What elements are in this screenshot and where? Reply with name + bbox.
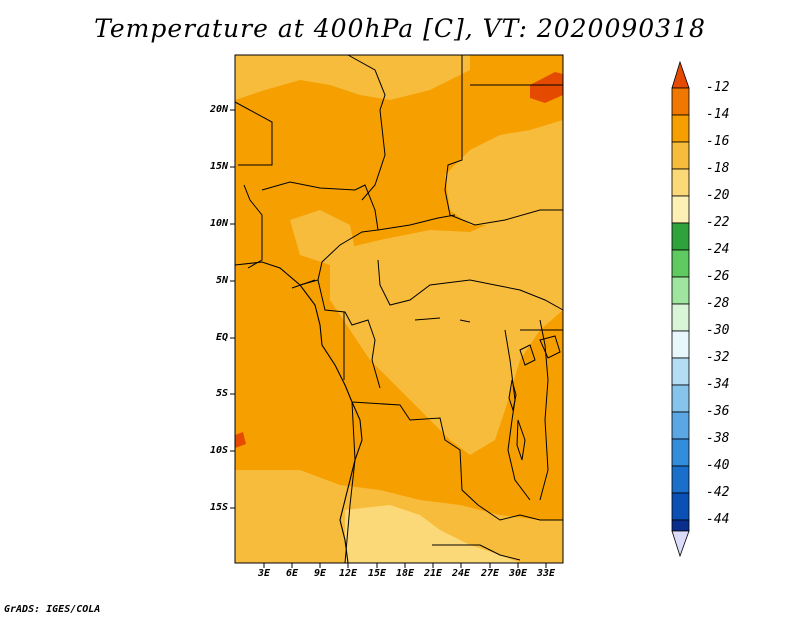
lat-label: 10S (209, 445, 228, 456)
lat-label: 10N (209, 218, 228, 229)
colorbar-swatch (671, 87, 690, 116)
lat-label: 15S (209, 502, 228, 513)
colorbar-label: -20 (706, 188, 730, 203)
colorbar-swatch (671, 384, 690, 413)
colorbar-label: -38 (706, 431, 730, 446)
colorbar-swatch (671, 195, 690, 224)
map-panel (234, 54, 564, 564)
map-title: Temperature at 400hPa [C], VT: 202009031… (94, 14, 706, 43)
lon-label: 30E (508, 568, 528, 579)
field-region-central (330, 190, 563, 455)
colorbar-swatch (671, 141, 690, 170)
lon-label: 15E (367, 568, 387, 579)
lon-label: 27E (480, 568, 500, 579)
colorbar-label: -44 (706, 512, 730, 527)
colorbar-swatch (671, 222, 690, 251)
lon-label: 9E (313, 568, 327, 579)
colorbar-label: -36 (706, 404, 730, 419)
colorbar-swatch (671, 168, 690, 197)
colorbar-label: -42 (706, 485, 730, 500)
lat-label: 5N (215, 275, 228, 286)
colorbar-label: -14 (706, 107, 730, 122)
lat-label: 5S (215, 388, 228, 399)
field-region-north (235, 55, 470, 100)
lon-label: 3E (257, 568, 271, 579)
lon-label: 12E (338, 568, 358, 579)
colorbar-label: -30 (706, 323, 730, 338)
credit-text: GrADS: IGES/COLA (4, 604, 101, 615)
axis-ticks (230, 109, 547, 568)
colorbar-swatch (671, 492, 690, 521)
colorbar-label: -12 (706, 80, 730, 95)
lon-label: 6E (285, 568, 299, 579)
lon-label: 18E (395, 568, 415, 579)
map-frame (234, 54, 564, 564)
colorbar (671, 60, 690, 558)
field-region-warm-west (235, 432, 246, 448)
field-region-south-cool (345, 505, 520, 563)
colorbar-label: -18 (706, 161, 730, 176)
colorbar-label: -28 (706, 296, 730, 311)
colorbar-label: -24 (706, 242, 730, 257)
lon-label: 21E (423, 568, 443, 579)
colorbar-swatch (671, 357, 690, 386)
colorbar-swatch (671, 330, 690, 359)
colorbar-swatch (671, 303, 690, 332)
field-region-west (290, 210, 355, 265)
lat-label: 15N (209, 161, 228, 172)
lakes (414, 317, 561, 461)
colorbar-swatch (671, 411, 690, 440)
colorbar-label: -32 (706, 350, 730, 365)
field-region-northeast (445, 120, 563, 225)
colorbar-label: -34 (706, 377, 730, 392)
field-region-warm-northeast (530, 72, 563, 103)
colorbar-bottom-arrow (671, 530, 690, 558)
lat-label: EQ (215, 332, 228, 343)
colorbar-swatch (671, 249, 690, 278)
colorbar-swatch (671, 114, 690, 143)
colorbar-label: -16 (706, 134, 730, 149)
colorbar-swatch (671, 276, 690, 305)
lat-label: 20N (209, 104, 228, 115)
lon-label: 33E (536, 568, 556, 579)
colorbar-label: -22 (706, 215, 730, 230)
country-borders (234, 54, 564, 564)
colorbar-swatch (671, 438, 690, 467)
colorbar-label: -26 (706, 269, 730, 284)
colorbar-top-arrow (671, 60, 690, 89)
lon-label: 24E (451, 568, 471, 579)
coastline (234, 261, 363, 564)
colorbar-swatch (671, 519, 690, 532)
colorbar-label: -40 (706, 458, 730, 473)
colorbar-swatch (671, 465, 690, 494)
